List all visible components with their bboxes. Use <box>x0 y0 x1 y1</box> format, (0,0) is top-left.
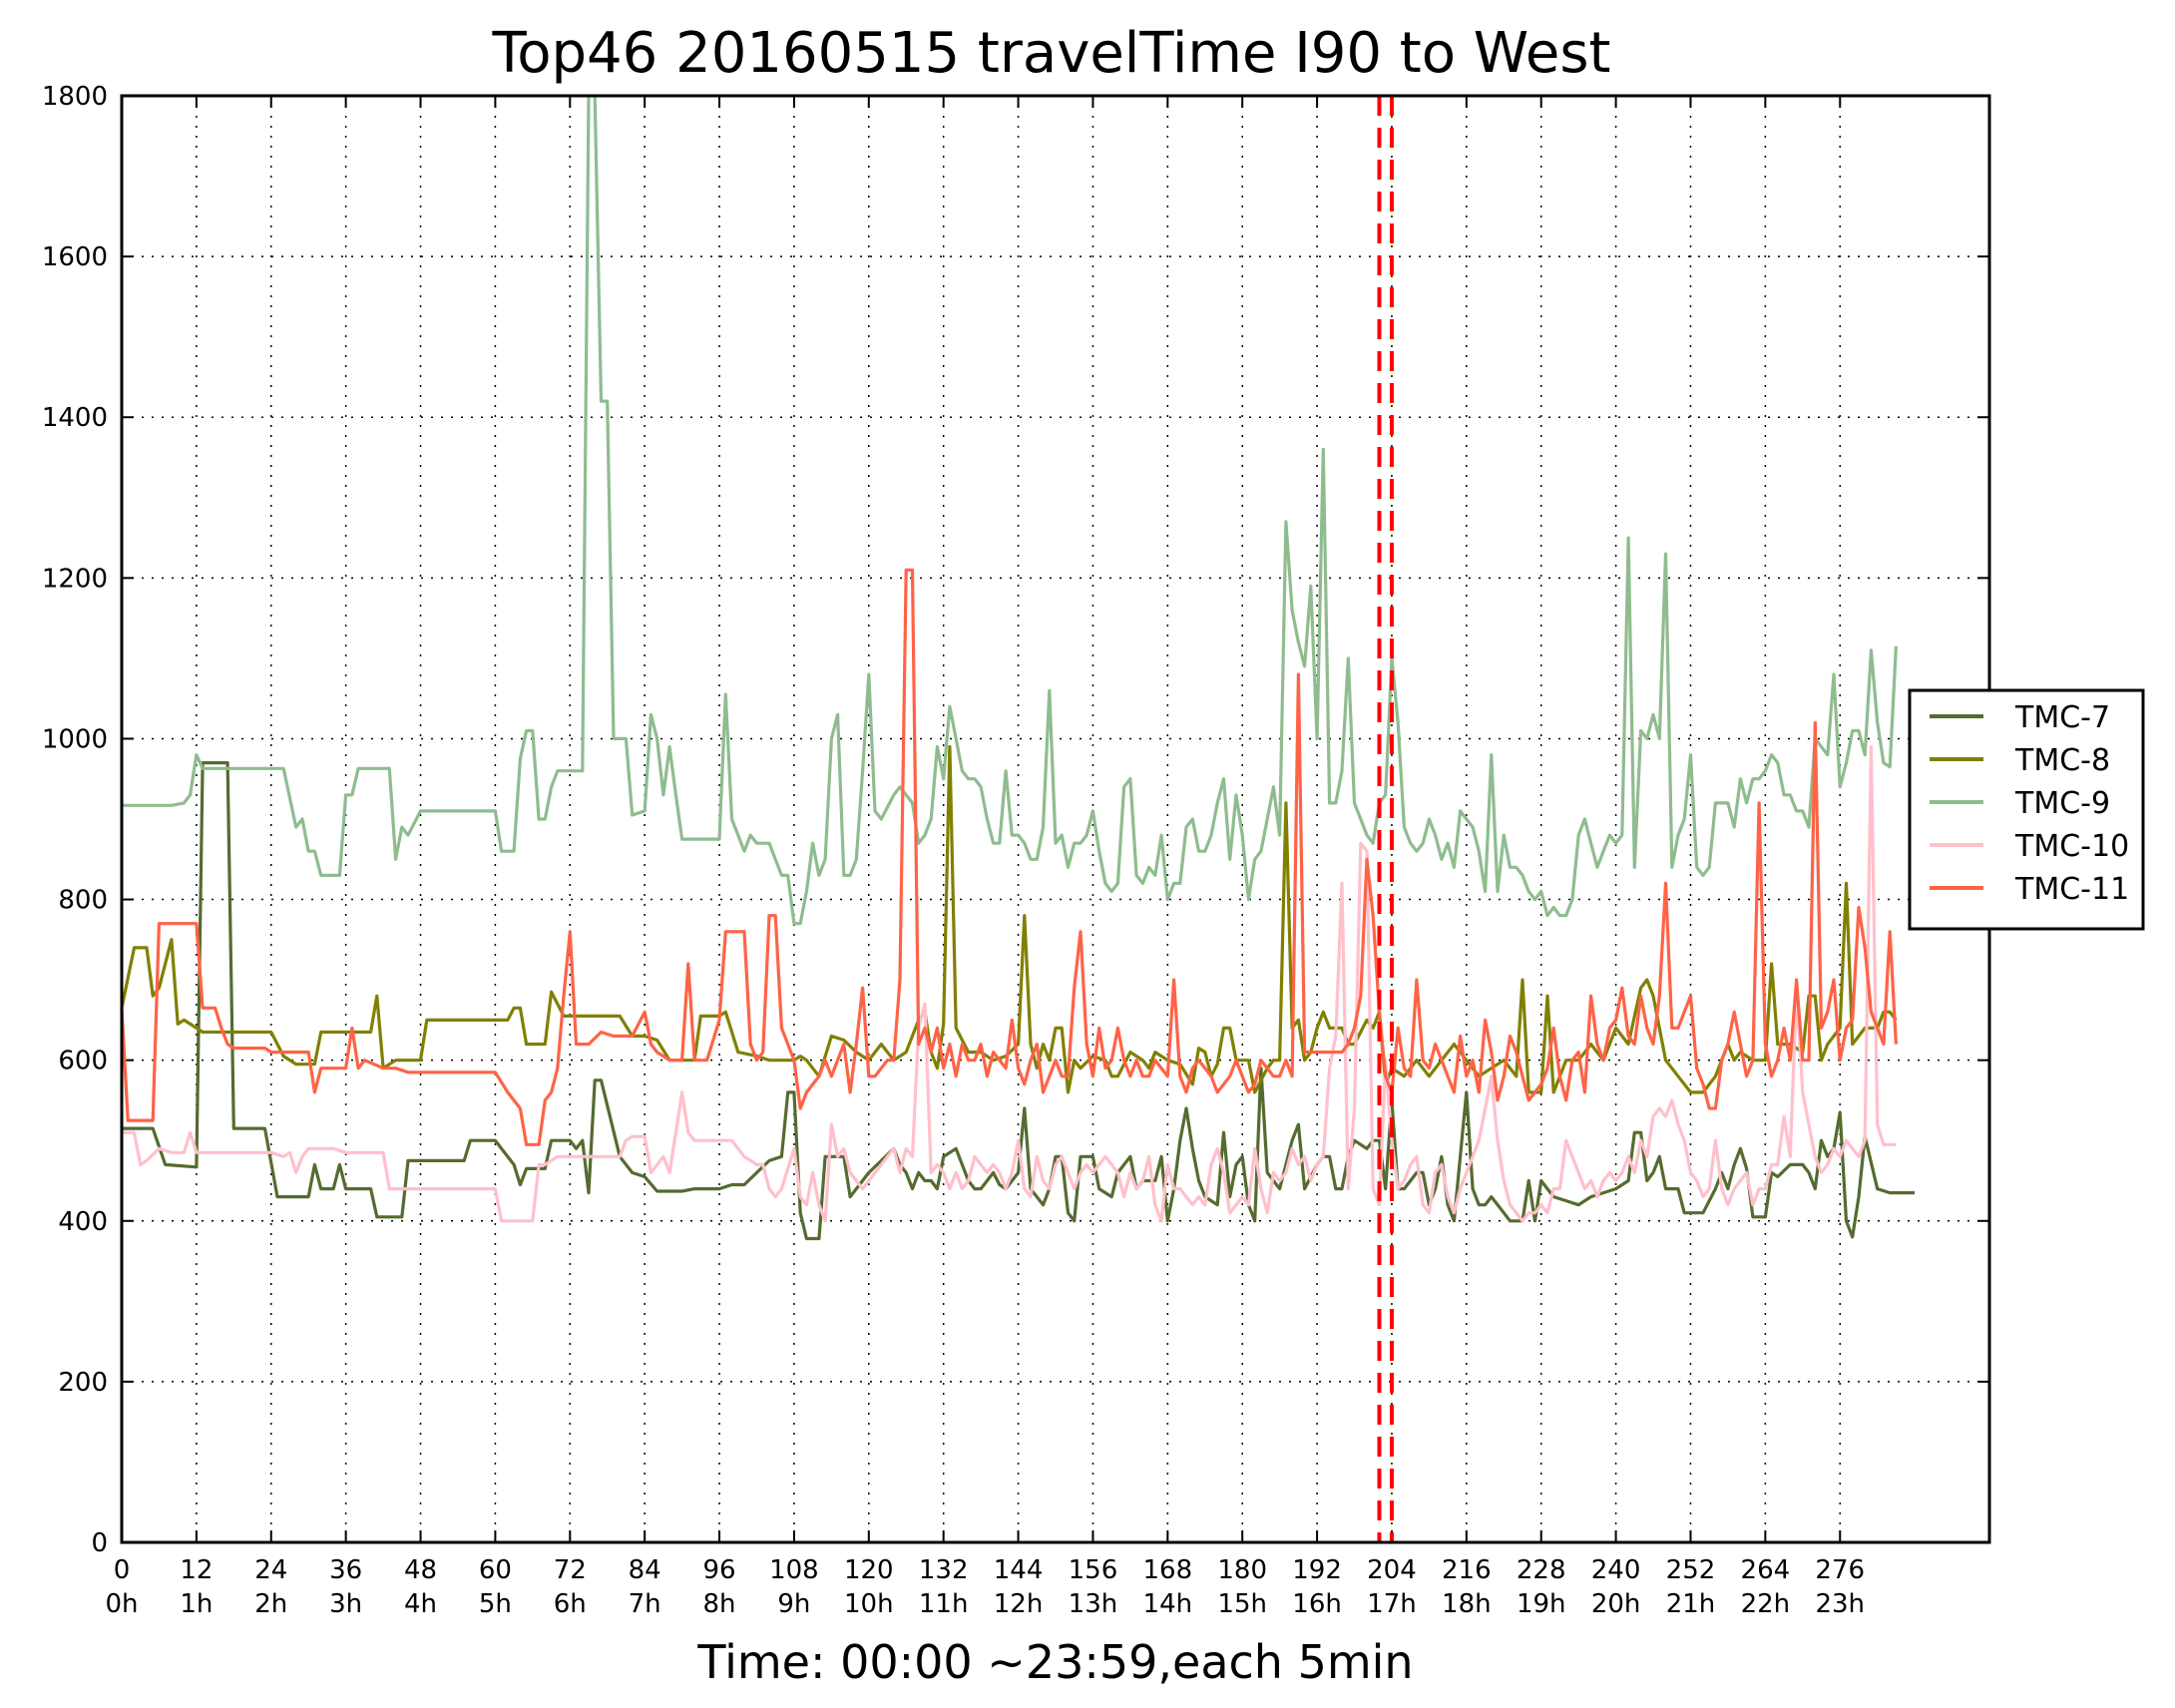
series-line-tmc-7 <box>122 761 1916 1241</box>
x-tick-hour-label: 13h <box>1069 1589 1118 1619</box>
x-tick-label: 276 <box>1815 1555 1865 1585</box>
x-tick-label: 156 <box>1069 1555 1118 1585</box>
x-tick-hour-label: 2h <box>254 1589 287 1619</box>
y-tick-label: 800 <box>58 886 108 916</box>
x-tick-label: 96 <box>702 1555 735 1585</box>
chart-title: Top46 20160515 travelTime I90 to West <box>492 21 1611 86</box>
series-layer <box>120 94 1916 1241</box>
x-tick-hour-label: 16h <box>1292 1589 1342 1619</box>
legend-label-tmc-7: TMC-7 <box>2014 700 2110 735</box>
x-tick-label: 84 <box>629 1555 661 1585</box>
x-tick-label: 120 <box>844 1555 894 1585</box>
y-tick-label: 400 <box>58 1207 108 1237</box>
x-tick-label: 228 <box>1517 1555 1566 1585</box>
legend-label-tmc-8: TMC-8 <box>2014 743 2110 778</box>
x-tick-label: 144 <box>994 1555 1044 1585</box>
x-tick-hour-label: 10h <box>844 1589 894 1619</box>
x-tick-hour-label: 19h <box>1517 1589 1566 1619</box>
x-tick-label: 192 <box>1292 1555 1342 1585</box>
x-tick-label: 240 <box>1591 1555 1641 1585</box>
series-line-tmc-10 <box>122 744 1897 1223</box>
y-tick-label: 1800 <box>42 82 108 112</box>
x-tick-label: 168 <box>1142 1555 1192 1585</box>
x-tick-label: 264 <box>1741 1555 1791 1585</box>
x-tick-hour-label: 22h <box>1741 1589 1791 1619</box>
y-tick-label: 1600 <box>42 242 108 272</box>
y-tick-label: 0 <box>91 1528 108 1558</box>
x-tick-hour-label: 18h <box>1442 1589 1492 1619</box>
x-tick-hour-label: 7h <box>629 1589 661 1619</box>
series-line-tmc-11 <box>120 568 1898 1146</box>
legend: TMC-7 TMC-8 TMC-9 TMC-10 TMC-11 <box>1908 688 2145 931</box>
x-tick-hour-label: 0h <box>105 1589 138 1619</box>
x-tick-hour-label: 11h <box>919 1589 969 1619</box>
x-tick-label: 0 <box>114 1555 131 1585</box>
x-axis-label: Time: 00:00 ~23:59,each 5min <box>696 1635 1413 1689</box>
x-tick-label: 60 <box>479 1555 512 1585</box>
x-tick-hour-label: 23h <box>1815 1589 1865 1619</box>
x-tick-label: 216 <box>1442 1555 1492 1585</box>
x-tick-label: 36 <box>329 1555 362 1585</box>
tick-layer: 0 200 400 600 800 1000 1200 1400 1600 1800 0 0h 12 1h… <box>42 82 1989 1619</box>
legend-label-tmc-11: TMC-11 <box>2014 872 2129 907</box>
x-tick-label: 24 <box>254 1555 287 1585</box>
x-tick-label: 48 <box>404 1555 437 1585</box>
x-tick-hour-label: 21h <box>1666 1589 1716 1619</box>
x-tick-hour-label: 1h <box>180 1589 213 1619</box>
x-tick-label: 12 <box>180 1555 213 1585</box>
reference-lines <box>1377 96 1394 1542</box>
x-tick-hour-label: 5h <box>479 1589 512 1619</box>
y-tick-label: 1000 <box>42 724 108 754</box>
x-tick-hour-label: 8h <box>703 1589 736 1619</box>
x-tick-hour-label: 6h <box>554 1589 587 1619</box>
x-tick-hour-label: 20h <box>1591 1589 1641 1619</box>
y-tick-label: 1200 <box>42 564 108 594</box>
x-tick-label: 252 <box>1666 1555 1716 1585</box>
x-tick-label: 108 <box>769 1555 819 1585</box>
x-tick-hour-label: 17h <box>1367 1589 1417 1619</box>
y-tick-label: 1400 <box>42 403 108 433</box>
x-tick-label: 204 <box>1367 1555 1417 1585</box>
x-tick-hour-label: 9h <box>777 1589 810 1619</box>
x-tick-hour-label: 14h <box>1143 1589 1193 1619</box>
x-tick-hour-label: 15h <box>1217 1589 1267 1619</box>
legend-label-tmc-9: TMC-9 <box>2014 786 2110 821</box>
series-line-tmc-9 <box>122 94 1898 926</box>
y-tick-label: 200 <box>58 1368 108 1398</box>
y-tick-label: 600 <box>58 1047 108 1076</box>
x-tick-label: 180 <box>1217 1555 1267 1585</box>
x-tick-hour-label: 4h <box>404 1589 437 1619</box>
legend-label-tmc-10: TMC-10 <box>2014 829 2129 864</box>
x-tick-hour-label: 12h <box>994 1589 1044 1619</box>
x-tick-label: 72 <box>554 1555 587 1585</box>
x-tick-label: 132 <box>919 1555 969 1585</box>
x-tick-hour-label: 3h <box>329 1589 362 1619</box>
